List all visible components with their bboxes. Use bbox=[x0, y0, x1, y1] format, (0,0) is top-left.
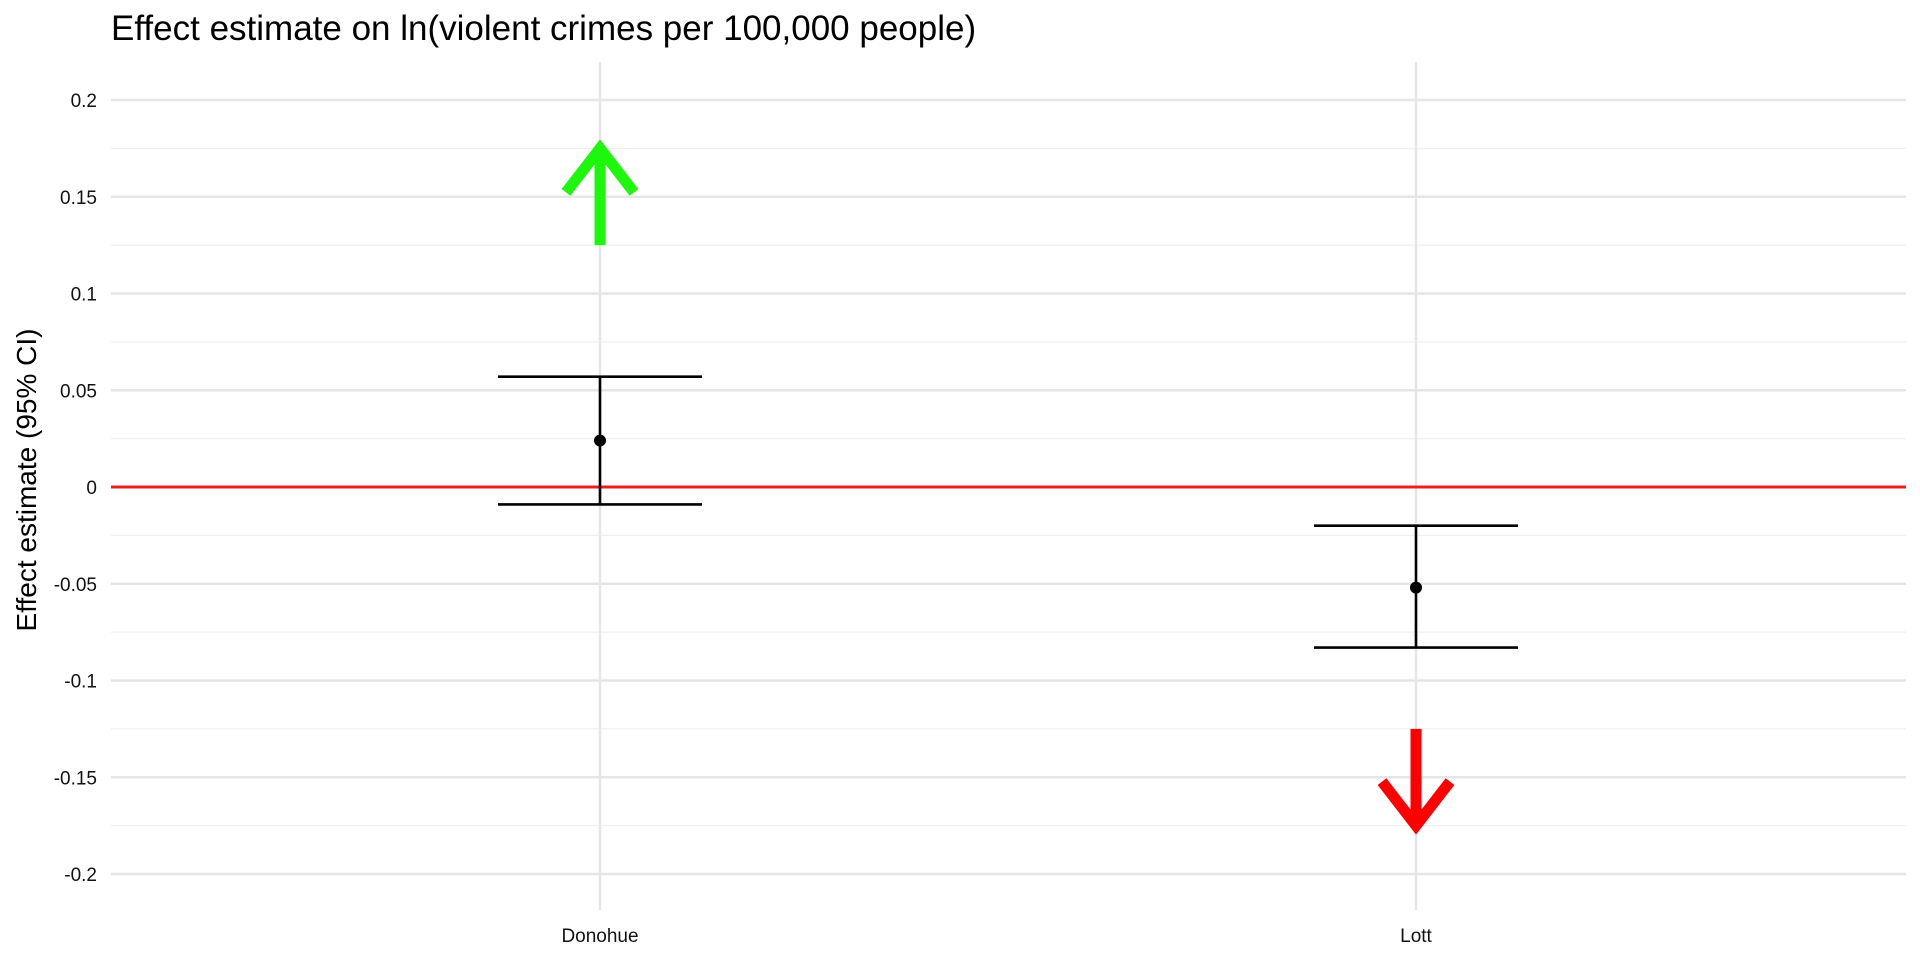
chart-title: Effect estimate on ln(violent crimes per… bbox=[111, 9, 976, 48]
y-tick-label: 0.2 bbox=[71, 91, 97, 112]
y-axis-label: Effect estimate (95% CI) bbox=[11, 329, 42, 632]
y-tick-label: -0.05 bbox=[54, 575, 97, 596]
arrow-layer bbox=[561, 139, 1455, 835]
x-tick-label-lott: Lott bbox=[1400, 926, 1432, 947]
y-tick-label: -0.1 bbox=[64, 672, 97, 693]
y-tick-label: 0.15 bbox=[60, 188, 97, 209]
error-bar-layer bbox=[498, 375, 1518, 649]
arrow-head bbox=[1377, 778, 1455, 835]
arrow-up-icon bbox=[561, 139, 639, 246]
tick-label-layer: 0.2 0.15 0.1 0.05 0 -0.05 -0.1 -0.15 -0.2 Donohue… bbox=[54, 91, 1433, 947]
point-layer bbox=[594, 434, 1422, 594]
x-tick-label-donohue: Donohue bbox=[561, 926, 638, 947]
y-tick-label: -0.15 bbox=[54, 768, 97, 789]
arrow-down-icon bbox=[1377, 728, 1455, 835]
y-tick-label: 0 bbox=[86, 478, 97, 499]
point-donohue bbox=[594, 434, 606, 447]
y-tick-label: -0.2 bbox=[64, 865, 97, 886]
y-tick-label: 0.1 bbox=[71, 285, 97, 306]
point-lott bbox=[1410, 581, 1422, 594]
arrow-head bbox=[561, 139, 639, 196]
y-tick-label: 0.05 bbox=[60, 381, 97, 402]
